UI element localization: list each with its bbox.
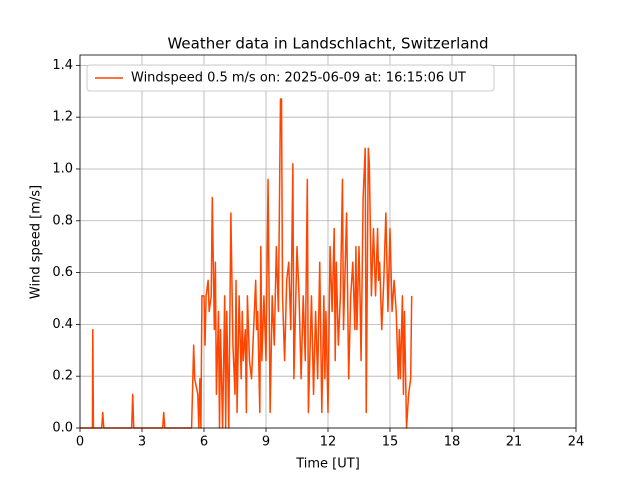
y-tick-label: 0.0 bbox=[52, 421, 73, 436]
x-axis-label: Time [UT] bbox=[295, 457, 360, 472]
data-line bbox=[80, 98, 413, 429]
x-tick-label: 3 bbox=[138, 435, 146, 450]
y-tick-label: 0.2 bbox=[52, 369, 73, 384]
x-tick-label: 15 bbox=[382, 435, 399, 450]
legend-label: Windspeed 0.5 m/s on: 2025-06-09 at: 16:… bbox=[131, 71, 466, 86]
x-tick-label: 12 bbox=[320, 435, 337, 450]
chart-title: Weather data in Landschlacht, Switzerlan… bbox=[167, 35, 488, 53]
y-tick-label: 0.4 bbox=[52, 317, 73, 332]
x-tick-label: 9 bbox=[262, 435, 270, 450]
y-tick-label: 1.2 bbox=[52, 110, 73, 125]
x-tick-label: 21 bbox=[506, 435, 523, 450]
x-tick-label: 24 bbox=[568, 435, 585, 450]
y-axis-label: Wind speed [m/s] bbox=[29, 185, 44, 299]
x-tick-label: 6 bbox=[200, 435, 208, 450]
legend-box bbox=[86, 64, 495, 92]
x-tick-label: 18 bbox=[444, 435, 461, 450]
y-tick-label: 0.6 bbox=[52, 265, 73, 280]
y-tick-label: 1.0 bbox=[52, 161, 73, 176]
y-tick-label: 0.8 bbox=[52, 213, 73, 228]
plot-frame bbox=[79, 54, 577, 429]
x-tick-label: 0 bbox=[76, 435, 84, 450]
y-tick-label: 1.4 bbox=[52, 58, 73, 73]
